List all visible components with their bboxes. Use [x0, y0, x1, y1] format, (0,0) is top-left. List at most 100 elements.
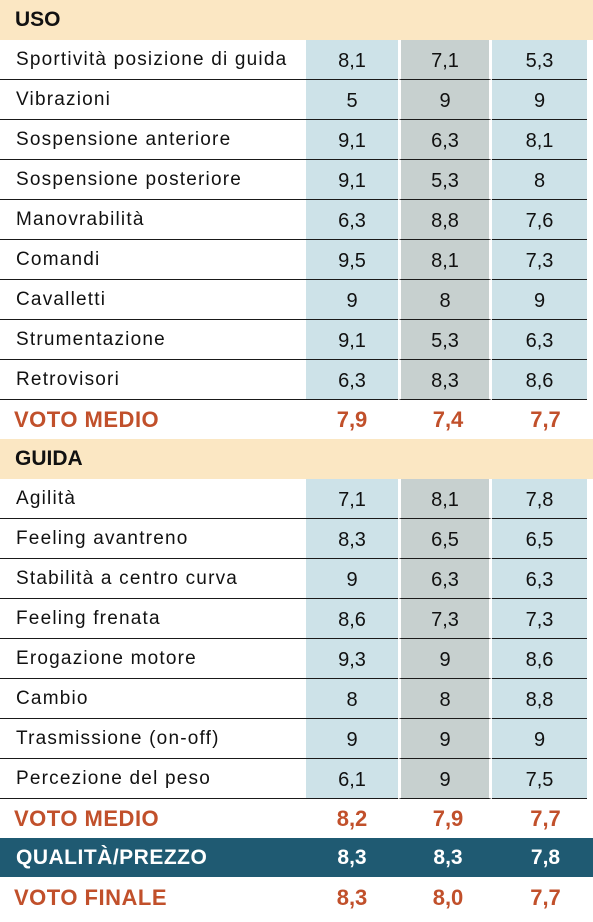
- row-label: Retrovisori: [0, 360, 306, 400]
- table-row: Cavalletti 9 8 9: [0, 280, 593, 320]
- score-cell: 8,1: [398, 240, 492, 280]
- table-row: Sospensione posteriore 9,1 5,3 8: [0, 160, 593, 200]
- row-label: Feeling frenata: [0, 599, 306, 639]
- score-cell: 9,3: [306, 639, 398, 679]
- average-label: VOTO MEDIO: [14, 806, 160, 831]
- score-cell: 6,1: [306, 759, 398, 799]
- score-cell: 9: [398, 639, 492, 679]
- table-row: Trasmissione (on-off) 9 9 9: [0, 719, 593, 759]
- average-row: VOTO MEDIO 8,2 7,9 7,7: [0, 799, 593, 838]
- row-label: Stabilità a centro curva: [0, 559, 306, 599]
- score-cell: 8,1: [398, 479, 492, 519]
- section-header: USO: [0, 0, 593, 40]
- table-row: Manovrabilità 6,3 8,8 7,6: [0, 200, 593, 240]
- score-cell: 6,3: [306, 200, 398, 240]
- final-score-value: 8,3: [336, 884, 368, 910]
- final-score-row: VOTO FINALE 8,3 8,0 7,7: [0, 878, 593, 917]
- score-cell: 8: [398, 280, 492, 320]
- score-cell: 6,3: [492, 559, 587, 599]
- section-title: GUIDA: [15, 447, 83, 470]
- score-cell: 8,8: [492, 679, 587, 719]
- row-label: Sportività posizione di guida: [0, 40, 306, 80]
- quality-price-row: QUALITÀ/PREZZO 8,3 8,3 7,8: [0, 838, 593, 877]
- score-cell: 9,1: [306, 120, 398, 160]
- score-cell: 8: [398, 679, 492, 719]
- score-cell: 9: [306, 280, 398, 320]
- final-score-value: 7,7: [530, 884, 561, 910]
- section-title: USO: [15, 8, 61, 31]
- score-cell: 8,8: [398, 200, 492, 240]
- table-row: Sportività posizione di guida 8,1 7,1 5,3: [0, 40, 593, 80]
- score-cell: 9: [398, 719, 492, 759]
- score-cell: 7,3: [398, 599, 492, 639]
- score-cell: 6,5: [398, 519, 492, 559]
- quality-price-value: 8,3: [433, 845, 463, 869]
- score-cell: 8,6: [306, 599, 398, 639]
- row-label: Agilità: [0, 479, 306, 519]
- section-header: GUIDA: [0, 439, 593, 479]
- score-cell: 8,3: [398, 360, 492, 400]
- score-cell: 7,8: [492, 479, 587, 519]
- average-value: 7,7: [530, 805, 561, 831]
- score-cell: 8,6: [492, 639, 587, 679]
- average-value: 7,7: [530, 406, 561, 432]
- score-cell: 7,3: [492, 240, 587, 280]
- score-cell: 6,5: [492, 519, 587, 559]
- table-row: Feeling avantreno 8,3 6,5 6,5: [0, 519, 593, 559]
- score-cell: 5: [306, 80, 398, 120]
- average-label: VOTO MEDIO: [14, 407, 160, 432]
- score-cell: 9: [492, 280, 587, 320]
- row-label: Feeling avantreno: [0, 519, 306, 559]
- average-value: 7,9: [432, 805, 464, 831]
- row-label: Sospensione posteriore: [0, 160, 306, 200]
- table-row: Retrovisori 6,3 8,3 8,6: [0, 360, 593, 400]
- score-cell: 9: [306, 719, 398, 759]
- score-cell: 8,6: [492, 360, 587, 400]
- score-cell: 8: [306, 679, 398, 719]
- row-label: Erogazione motore: [0, 639, 306, 679]
- final-score-label: VOTO FINALE: [14, 885, 167, 910]
- score-cell: 5,3: [492, 40, 587, 80]
- table-row: Sospensione anteriore 9,1 6,3 8,1: [0, 120, 593, 160]
- table-row: Percezione del peso 6,1 9 7,5: [0, 759, 593, 799]
- row-label: Cambio: [0, 679, 306, 719]
- table-row: Erogazione motore 9,3 9 8,6: [0, 639, 593, 679]
- score-cell: 6,3: [306, 360, 398, 400]
- quality-price-value: 7,8: [530, 845, 561, 869]
- score-cell: 7,3: [492, 599, 587, 639]
- row-label: Percezione del peso: [0, 759, 306, 799]
- average-row: VOTO MEDIO 7,9 7,4 7,7: [0, 400, 593, 439]
- table-row: Vibrazioni 5 9 9: [0, 80, 593, 120]
- score-cell: 9: [398, 759, 492, 799]
- score-cell: 7,1: [398, 40, 492, 80]
- quality-price-value: 8,3: [337, 845, 367, 869]
- table-row: Stabilità a centro curva 9 6,3 6,3: [0, 559, 593, 599]
- score-cell: 7,6: [492, 200, 587, 240]
- average-value: 8,2: [336, 805, 368, 831]
- row-label: Manovrabilità: [0, 200, 306, 240]
- row-label: Cavalletti: [0, 280, 306, 320]
- score-cell: 8,1: [306, 40, 398, 80]
- score-cell: 5,3: [398, 160, 492, 200]
- score-cell: 9,1: [306, 320, 398, 360]
- score-cell: 6,3: [492, 320, 587, 360]
- score-cell: 9,1: [306, 160, 398, 200]
- score-cell: 8,3: [306, 519, 398, 559]
- average-value: 7,4: [432, 406, 464, 432]
- quality-price-label: QUALITÀ/PREZZO: [16, 846, 208, 869]
- row-label: Strumentazione: [0, 320, 306, 360]
- row-label: Comandi: [0, 240, 306, 280]
- score-cell: 6,3: [398, 120, 492, 160]
- score-cell: 7,1: [306, 479, 398, 519]
- score-cell: 9: [492, 719, 587, 759]
- average-value: 7,9: [336, 406, 368, 432]
- table-row: Agilità 7,1 8,1 7,8: [0, 479, 593, 519]
- table-row: Strumentazione 9,1 5,3 6,3: [0, 320, 593, 360]
- score-cell: 8: [492, 160, 587, 200]
- score-cell: 7,5: [492, 759, 587, 799]
- row-label: Vibrazioni: [0, 80, 306, 120]
- row-label: Trasmissione (on-off): [0, 719, 306, 759]
- score-cell: 5,3: [398, 320, 492, 360]
- score-cell: 6,3: [398, 559, 492, 599]
- score-cell: 8,1: [492, 120, 587, 160]
